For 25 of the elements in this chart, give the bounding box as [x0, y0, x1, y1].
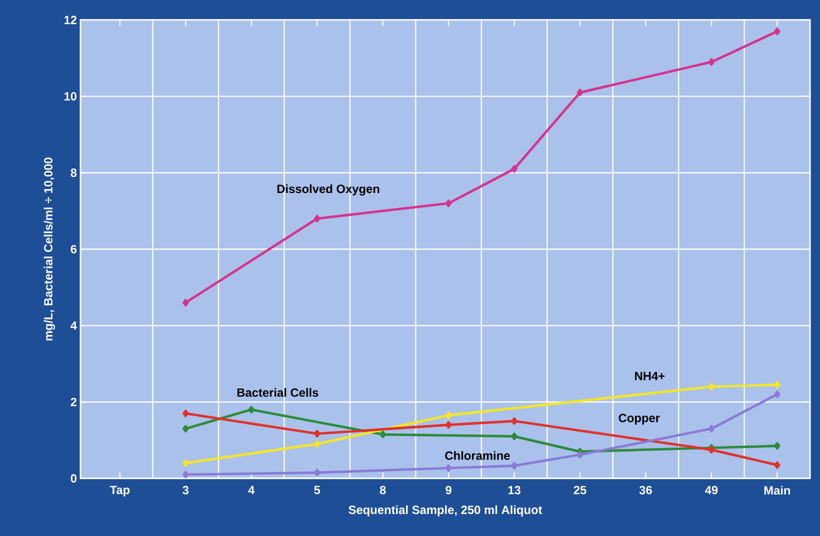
x-tick-label: Main	[764, 486, 790, 495]
x-tick-label: 4	[248, 486, 255, 494]
x-tick-label: Tap	[110, 486, 130, 496]
series-label: Dissolved Oxygen	[277, 184, 380, 196]
y-tick-label: 10	[64, 92, 76, 100]
x-tick-label: 5	[314, 486, 320, 494]
x-tick-label: 9	[446, 486, 452, 494]
series-label: Bacterial Cells	[237, 388, 318, 397]
y-tick-label: 2	[70, 398, 77, 406]
series-label: Copper	[618, 414, 660, 424]
x-tick-label: 25	[574, 486, 586, 494]
y-tick-label: 12	[64, 16, 77, 24]
x-tick-label: 3	[182, 486, 189, 494]
series-label: Chloramine	[445, 451, 510, 460]
y-tick-label: 0	[70, 474, 76, 482]
y-tick-label: 6	[70, 244, 77, 254]
x-tick-label: 36	[639, 486, 652, 494]
series-label: NH4+	[635, 372, 665, 380]
x-tick-label: 8	[380, 486, 386, 494]
y-tick-label: 8	[70, 168, 77, 177]
x-axis-title: Sequential Sample, 250 ml Aliquot	[348, 505, 542, 516]
y-tick-label: 4	[70, 321, 77, 330]
y-axis-title: mg/L, Bacterial Cells/ml ÷ 10,000	[44, 158, 55, 340]
x-tick-label: 13	[508, 486, 520, 494]
x-tick-label: 49	[705, 486, 718, 494]
